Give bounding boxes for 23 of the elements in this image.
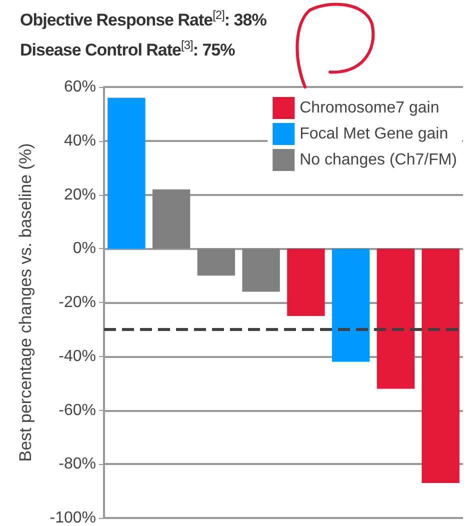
bar bbox=[376, 248, 415, 389]
y-tick-label: 20% bbox=[64, 186, 96, 204]
bar bbox=[242, 248, 280, 292]
legend-label: No changes (Ch7/FM) bbox=[300, 152, 457, 168]
bar bbox=[287, 248, 325, 316]
y-tick-label: 40% bbox=[64, 132, 96, 150]
y-tick-label: -60% bbox=[58, 402, 96, 419]
chart-title: Objective Response Rate$^{[2]}$: 38% bbox=[20, 8, 266, 31]
y-tick-label: -40% bbox=[58, 348, 96, 365]
bar bbox=[152, 189, 190, 249]
bar bbox=[332, 248, 370, 362]
y-tick-label: 60% bbox=[64, 78, 96, 96]
y-axis-title: Best percentage changes vs. baseline (%) bbox=[16, 143, 35, 462]
bar bbox=[197, 248, 236, 276]
y-tick-label: 0% bbox=[72, 240, 96, 258]
legend-label: Focal Met Gene gain bbox=[300, 126, 448, 142]
y-tick-label: -100% bbox=[50, 510, 96, 526]
legend-label: Chromosome7 gain bbox=[300, 100, 440, 116]
y-tick-label: -80% bbox=[58, 456, 96, 473]
bar bbox=[108, 98, 146, 249]
bar bbox=[422, 248, 460, 483]
y-tick-label: -20% bbox=[58, 294, 96, 311]
chart-subtitle: Disease Control Rate$^{[3]}$: 75% bbox=[20, 38, 235, 61]
